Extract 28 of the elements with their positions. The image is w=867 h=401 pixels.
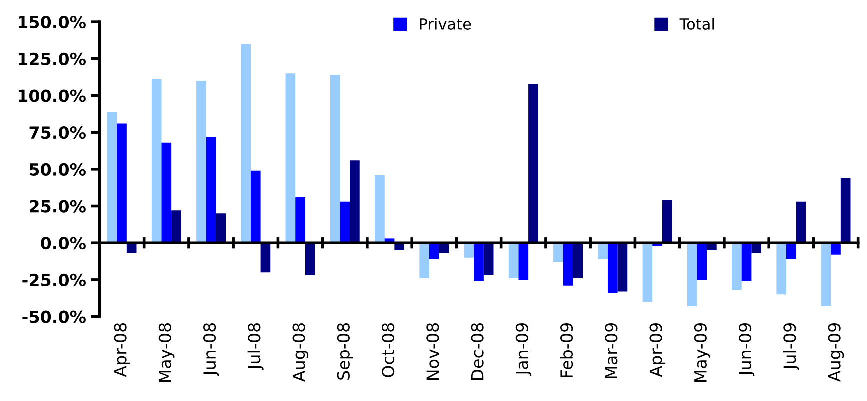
x-tick-label: Jun-09	[738, 324, 755, 376]
legend-label: Private	[420, 18, 472, 30]
x-tick-label: Nov-08	[426, 323, 440, 380]
x-tick-label: Aug-09	[828, 324, 844, 382]
x-tick-label: Jul-08	[248, 323, 264, 371]
x-tick-label: Jul-09	[783, 324, 800, 371]
y-tick-label: 75.0%	[30, 126, 86, 140]
x-tick-label: Oct-08	[382, 323, 395, 378]
x-tick-label: May-09	[694, 324, 710, 382]
y-tick-label: 100.0%	[18, 90, 86, 102]
y-tick-label: -25.0%	[22, 274, 86, 287]
y-tick-label: 0.0%	[41, 237, 86, 250]
x-tick-label: Feb-09	[560, 324, 574, 378]
y-tick-label: -50.0%	[22, 310, 86, 324]
y-tick-label: 150.0%	[18, 16, 86, 29]
y-tick-label: 50.0%	[30, 163, 86, 176]
x-tick-label: Mar-09	[605, 324, 618, 378]
legend-label: Total	[680, 18, 714, 30]
x-tick-label: Dec-08	[471, 323, 484, 380]
x-tick-label: Apr-08	[114, 323, 130, 378]
y-tick-label: 25.0%	[30, 200, 86, 213]
x-tick-label: May-08	[158, 323, 175, 382]
x-tick-label: Jan-09	[516, 324, 532, 376]
x-tick-label: Jun-08	[203, 323, 220, 376]
y-tick-label: 125.0%	[18, 52, 86, 66]
x-tick-label: Sep-08	[337, 323, 354, 380]
x-tick-label: Aug-08	[292, 323, 309, 382]
x-tick-label: Apr-09	[650, 324, 666, 378]
